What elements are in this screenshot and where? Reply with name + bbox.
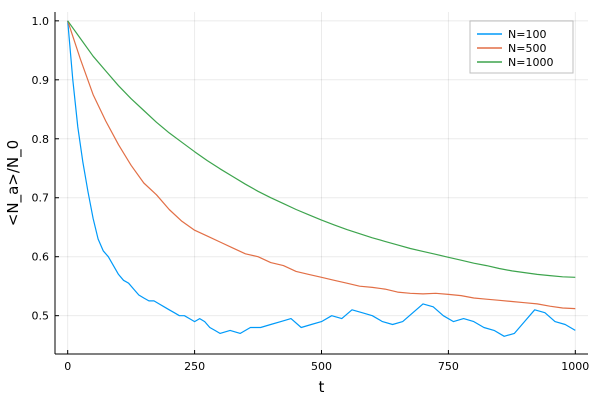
y-ticks: 0.5 0.6 0.7 0.8 0.9 1.0: [32, 15, 59, 323]
y-tick-label: 0.7: [32, 192, 50, 205]
x-tick-label: 500: [311, 360, 332, 373]
x-tick-label: 1000: [561, 360, 589, 373]
x-tick-label: 250: [184, 360, 205, 373]
series-line-n-100: [67, 20, 576, 337]
legend-label: N=100: [508, 28, 546, 41]
x-tick-label: 0: [64, 360, 71, 373]
legend-label: N=1000: [508, 56, 553, 69]
y-axis-label: <N_a>/N_0: [4, 140, 23, 226]
series-line-n-500: [67, 20, 576, 310]
grid: [55, 12, 588, 354]
legend-label: N=500: [508, 42, 546, 55]
y-tick-label: 0.9: [32, 74, 50, 87]
y-tick-label: 1.0: [32, 15, 50, 28]
y-tick-label: 0.8: [32, 133, 50, 146]
series: [67, 20, 576, 337]
series-line-n-1000: [67, 20, 576, 278]
x-tick-label: 750: [438, 360, 459, 373]
y-tick-label: 0.5: [32, 310, 50, 323]
y-tick-label: 0.6: [32, 251, 50, 264]
x-ticks: 0 250 500 750 1000: [64, 350, 589, 373]
x-axis-label: t: [319, 378, 325, 396]
legend-box: [469, 20, 574, 74]
